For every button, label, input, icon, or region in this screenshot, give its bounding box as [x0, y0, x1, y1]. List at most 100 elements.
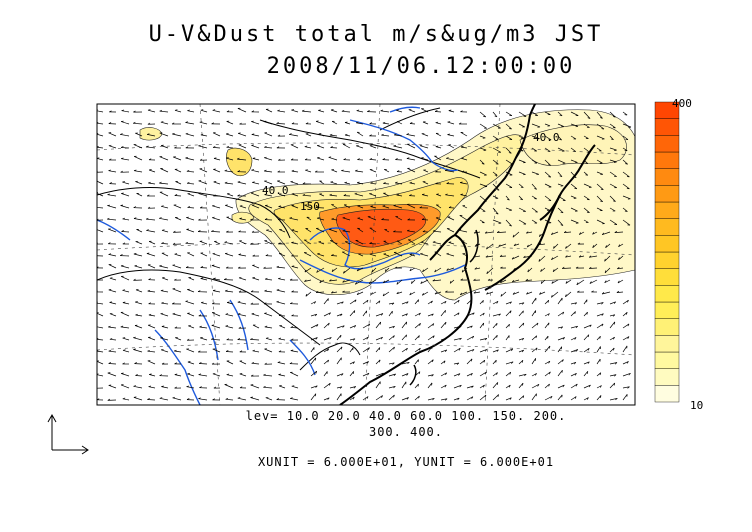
wind-arrow-head — [496, 349, 499, 352]
wind-arrow — [388, 346, 395, 353]
wind-arrow-head — [200, 133, 204, 136]
wind-arrow — [336, 325, 345, 329]
wind-arrow-head — [540, 281, 543, 284]
wind-arrow — [305, 169, 312, 173]
wind-arrow-head — [537, 384, 540, 387]
wind-arrow — [422, 181, 429, 185]
wind-arrow-head — [624, 210, 628, 212]
wind-arrow-head — [239, 217, 242, 219]
wind-arrow — [316, 228, 325, 233]
wind-arrow-head — [291, 254, 294, 257]
wind-arrow — [133, 397, 143, 401]
wind-arrow-head — [482, 384, 485, 388]
wind-arrow — [381, 134, 390, 137]
wind-arrow-head — [485, 255, 489, 258]
wind-arrow — [383, 192, 390, 197]
wind-arrow-head — [548, 371, 551, 375]
wind-arrow-head — [393, 133, 397, 136]
wind-arrow-head — [161, 242, 164, 244]
wind-arrow — [479, 171, 487, 176]
wind-arrow-head — [600, 188, 604, 190]
wind-arrow-head — [472, 312, 475, 316]
wind-arrow-head — [238, 326, 242, 329]
wind-arrow — [565, 279, 572, 284]
wind-arrow-head — [417, 383, 419, 387]
wind-arrow — [492, 195, 499, 199]
wind-arrow-head — [291, 122, 295, 125]
wind-arrow — [492, 135, 499, 140]
wind-arrow — [466, 358, 473, 365]
wind-arrow-head — [148, 181, 151, 184]
colorbar-swatch — [654, 301, 680, 319]
wind-arrow — [357, 205, 364, 209]
wind-arrow — [479, 349, 487, 353]
wind-arrow — [367, 216, 377, 221]
wind-arrow-head — [331, 291, 334, 294]
wind-arrow-head — [356, 268, 359, 272]
wind-arrow — [609, 207, 616, 212]
wind-arrow — [544, 313, 550, 317]
wind-arrow-head — [226, 373, 230, 376]
wind-arrow-head — [381, 395, 383, 398]
wind-arrow — [570, 311, 576, 317]
wind-arrow-head — [446, 182, 450, 184]
wind-arrow — [264, 146, 273, 149]
wind-arrow-head — [526, 244, 529, 248]
wind-arrow — [264, 290, 273, 293]
wind-arrow — [583, 171, 589, 176]
wind-arrow — [369, 253, 377, 257]
wind-arrow — [388, 394, 395, 401]
wind-arrow — [349, 299, 357, 305]
wind-arrow — [108, 363, 117, 365]
wind-arrow-head — [108, 325, 111, 328]
wind-arrow-head — [396, 170, 400, 172]
wind-arrow-head — [392, 325, 395, 329]
wind-arrow-head — [159, 374, 163, 377]
wind-arrow — [505, 171, 513, 176]
wind-arrow — [544, 207, 550, 211]
wind-arrow — [602, 291, 611, 295]
wind-arrow — [401, 321, 407, 329]
wind-arrow-head — [435, 145, 439, 147]
wind-arrow — [356, 131, 364, 137]
wind-arrow-head — [290, 338, 294, 341]
wind-arrow-head — [574, 302, 578, 305]
wind-arrow — [479, 207, 486, 212]
wind-arrow-head — [186, 338, 190, 341]
wind-arrow — [557, 326, 563, 329]
colorbar-swatch — [654, 118, 680, 136]
wind-arrow — [303, 252, 312, 257]
wind-arrow-head — [500, 293, 503, 297]
wind-arrow-head — [147, 289, 151, 292]
wind-arrow — [421, 219, 429, 221]
wind-arrow-head — [327, 348, 330, 352]
wind-arrow — [505, 301, 512, 305]
wind-arrow — [570, 111, 579, 116]
wind-arrow — [583, 111, 591, 119]
wind-arrow — [557, 195, 566, 201]
wind-arrow — [596, 207, 603, 211]
wind-arrow-head — [592, 245, 594, 248]
wind-arrow-head — [278, 350, 282, 353]
wind-arrow-head — [535, 347, 538, 351]
wind-arrow — [382, 205, 390, 209]
wind-arrow — [187, 207, 195, 209]
wind-arrow — [226, 351, 234, 353]
wind-arrow — [614, 231, 624, 233]
wind-arrow-head — [251, 169, 254, 171]
wind-arrow — [122, 218, 130, 221]
wind-arrow-head — [613, 301, 616, 304]
wind-arrow-head — [575, 266, 579, 269]
wind-arrow — [570, 219, 579, 224]
wind-arrow-head — [422, 230, 426, 233]
wind-arrow-head — [470, 325, 473, 329]
wind-arrow — [518, 337, 524, 341]
wind-arrow — [323, 337, 332, 341]
wind-arrow — [596, 195, 603, 202]
wind-arrow-head — [577, 290, 580, 293]
wind-arrow — [479, 371, 487, 377]
wind-arrow — [557, 384, 565, 389]
wind-arrow-head — [588, 255, 592, 258]
wind-arrow-head — [614, 374, 617, 377]
